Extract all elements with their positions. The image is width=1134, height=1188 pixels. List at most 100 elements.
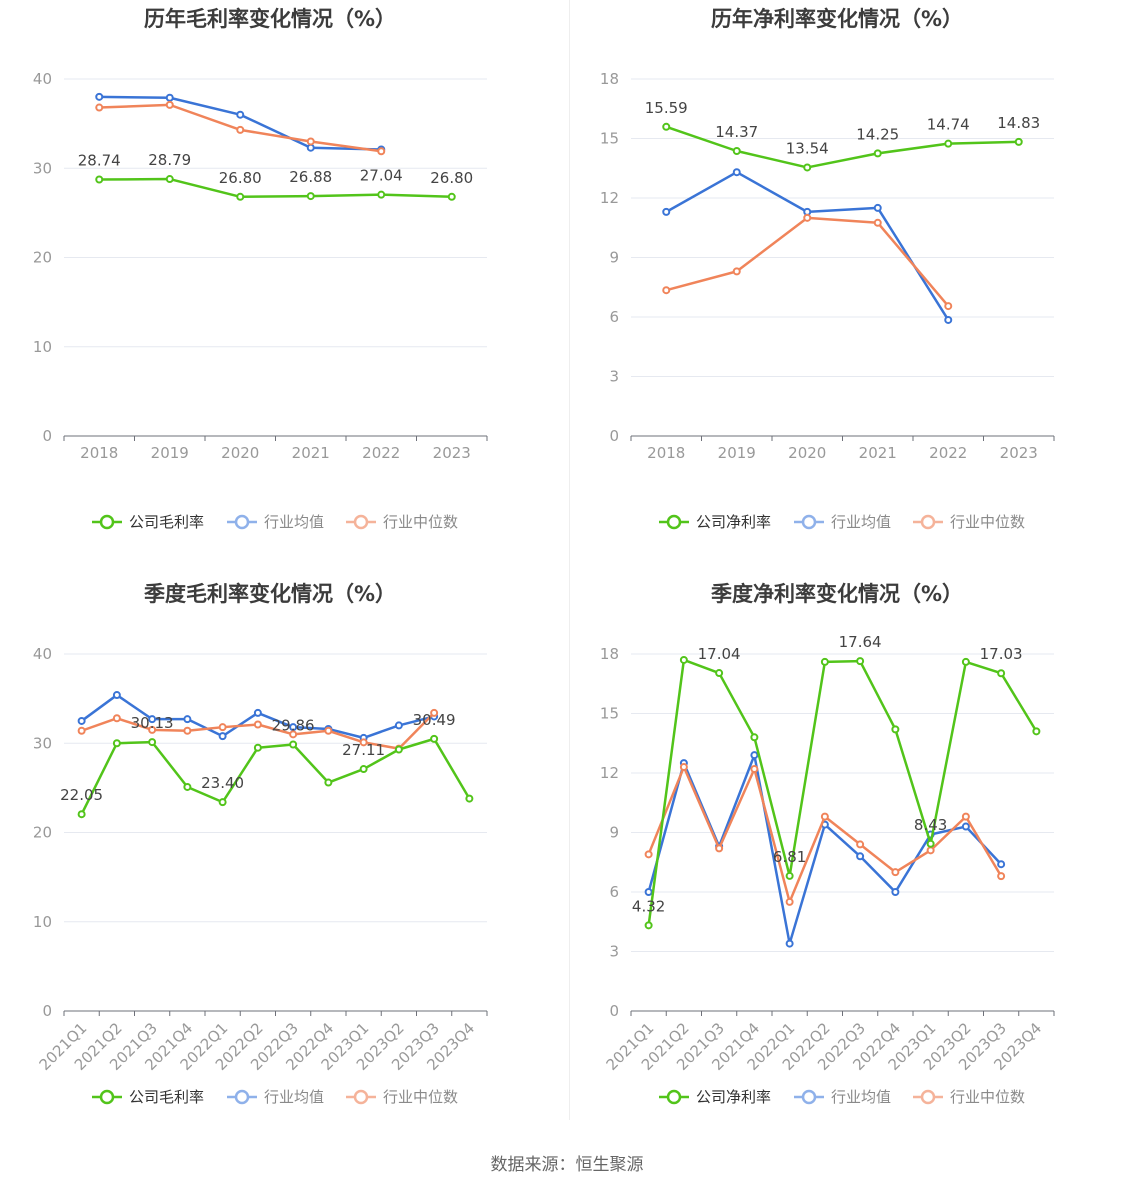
data-point-company [359,765,368,774]
series-line-median [647,765,1003,904]
data-point-avg [644,888,653,896]
y-tick-label: 15 [600,130,619,148]
legend-marker [234,514,250,530]
legend-marker [801,514,817,530]
data-point-company [873,149,882,158]
data-label: 17.64 [839,633,882,651]
data-label: 14.83 [997,114,1040,132]
chart-panel-quarterly-gross-margin: 季度毛利率变化情况（%） 0 10 20 30 40 2021Q1 2021Q2 2021Q3 2… [0,575,567,1150]
y-tick-label: 3 [609,943,619,961]
data-label: 29.86 [272,716,315,734]
y-tick-label: 30 [33,734,52,752]
data-point-median [165,100,174,109]
data-point-avg [856,852,865,861]
x-tick-label: 2023 [433,444,471,462]
legend-item-avg: 行业均值 [227,513,324,531]
panel-divider [569,0,570,1120]
data-point-company [679,655,688,664]
data-point-median [926,846,935,855]
data-point-median [997,872,1006,881]
data-label: 14.25 [856,125,899,143]
data-point-avg [236,110,245,119]
data-point-company [77,810,86,819]
data-label: 8.43 [914,816,947,834]
data-point-company [997,669,1006,678]
annual-gross-margin-chart: 历年毛利率变化情况（%） 0 10 20 30 40 2018 2019 2020 2021 202… [33,7,488,531]
data-point-avg [165,93,174,102]
data-label: 30.49 [413,711,456,729]
data-point-median [803,213,812,222]
data-point-avg [394,721,403,730]
y-tick-label: 10 [33,913,52,931]
chart-title: 季度净利率变化情况（%） [711,582,963,606]
data-label: 6.81 [773,848,806,866]
data-point-median [112,714,121,723]
data-point-company [820,657,829,666]
data-point-company [715,669,724,678]
y-tick-label: 9 [609,249,619,267]
data-point-company [465,794,474,803]
data-label: 14.37 [715,123,758,141]
data-label: 30.13 [131,714,174,732]
legend-label: 公司净利率 [696,1088,771,1106]
data-point-median [218,723,227,732]
data-point-avg [306,143,315,152]
legend-item-median: 行业中位数 [346,1088,458,1106]
y-tick-label: 12 [600,764,619,782]
data-point-median [377,147,386,156]
series-line-avg [647,753,1003,945]
data-point-median [856,840,865,849]
data-point-median [750,765,759,774]
data-point-company [306,192,315,201]
data-point-company [236,192,245,201]
data-point-median [873,218,882,227]
legend-marker [801,1089,817,1105]
legend-label: 公司毛利率 [129,1088,204,1106]
chart-panel-quarterly-net-margin: 季度净利率变化情况（%） 0 3 6 9 12 15 18 2021Q1 2021Q2 2021Q3… [567,575,1134,1150]
legend-item-median: 行业中位数 [913,1088,1025,1106]
chart-title: 历年毛利率变化情况（%） [144,7,396,31]
data-point-company [218,798,227,807]
legend-label: 公司净利率 [696,513,771,531]
data-point-median [77,726,86,735]
y-tick-label: 18 [600,70,619,88]
chart-panel-annual-net-margin: 历年净利率变化情况（%） 0 3 6 9 12 15 18 2018 2019 2020 2021 20… [567,0,1134,575]
x-tick-label: 2022 [929,444,967,462]
data-point-company [891,725,900,734]
legend-item-median: 行业中位数 [346,513,458,531]
data-point-company [944,139,953,148]
y-tick-label: 0 [609,427,619,445]
data-point-median [306,137,315,146]
x-tick-label: 2020 [788,444,826,462]
data-point-company [732,146,741,155]
data-point-company [112,739,121,748]
x-tick-label: 2020 [221,444,259,462]
data-label: 4.32 [632,897,665,915]
data-label: 17.04 [698,645,741,663]
data-point-median [430,708,439,717]
series-line-company [80,737,471,815]
data-point-company [95,175,104,184]
data-point-avg [873,203,882,212]
legend-label: 公司毛利率 [129,513,204,531]
legend-label: 行业均值 [264,1088,324,1106]
y-tick-label: 20 [33,249,52,267]
y-tick-label: 12 [600,189,619,207]
legend-item-company: 公司毛利率 [92,513,204,531]
data-point-company [961,657,970,666]
data-label: 28.74 [78,151,121,169]
data-point-median [679,763,688,772]
data-point-avg [289,723,298,732]
data-point-avg [997,860,1006,869]
data-point-company [785,871,794,880]
y-tick-label: 18 [600,645,619,663]
legend-item-company: 公司毛利率 [92,1088,204,1106]
y-tick-label: 0 [42,1002,52,1020]
data-point-median [644,850,653,859]
data-point-median [95,103,104,112]
data-label: 14.74 [927,116,970,134]
legend-marker [99,514,115,530]
data-point-avg [785,939,794,948]
legend-marker [666,1089,682,1105]
data-source-note: 数据来源：恒生聚源 [490,1155,644,1175]
